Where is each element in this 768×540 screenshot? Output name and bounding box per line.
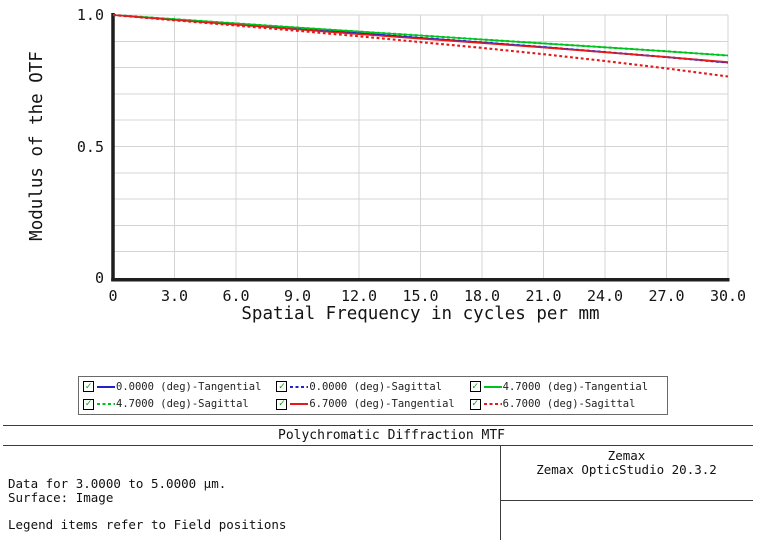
curve-3-dotted [112, 13, 729, 57]
app-name: Zemax [607, 448, 646, 463]
legend-checkbox[interactable]: ✓ [83, 381, 94, 393]
legend-line-sample-dotted [290, 385, 309, 388]
app-version: Zemax OpticStudio 20.3.2 [536, 462, 717, 477]
data-range-text: Data for 3.0000 to 5.0000 µm. [8, 476, 227, 491]
legend-checkbox[interactable]: ✓ [83, 398, 94, 410]
legend-item-label: 6.7000 (deg)-Sagittal [502, 398, 636, 411]
y-tick-label: 0.5 [76, 137, 104, 156]
x-tick-label: 24.0 [586, 287, 624, 305]
legend-item: ✓ 6.7000 (deg)-Tangential [276, 398, 469, 410]
x-tick-label: 30.0 [709, 287, 747, 305]
legend-checkbox[interactable]: ✓ [469, 381, 481, 393]
legend-note-text: Legend items refer to Field positions [8, 517, 287, 532]
x-tick-label: 9.0 [283, 287, 312, 305]
surface-text: Surface: Image [8, 490, 114, 505]
legend-item-label: 0.0000 (deg)-Sagittal [309, 380, 443, 393]
x-tick-label: 21.0 [525, 287, 562, 305]
y-axis-label: Modulus of the OTF [27, 51, 47, 241]
legend-item: ✓ 0.0000 (deg)-Sagittal [276, 381, 469, 393]
x-axis-label: Spatial Frequency in cycles per mm [241, 304, 600, 324]
legend-item: ✓ 4.7000 (deg)-Sagittal [83, 398, 276, 410]
legend-line-sample-solid [290, 403, 309, 406]
legend-line-sample-solid [483, 385, 502, 388]
footer-top-rule [3, 424, 753, 426]
x-tick-label: 3.0 [160, 287, 189, 305]
x-tick-label: 18.0 [463, 287, 501, 305]
legend-item: ✓ 4.7000 (deg)-Tangential [469, 380, 663, 393]
footer-title-rule [3, 444, 753, 446]
legend-box: ✓ 0.0000 (deg)-Tangential ✓ 0.0000 (deg)-Sa… [78, 376, 668, 415]
legend-item-label: 4.7000 (deg)-Sagittal [116, 398, 249, 411]
legend-checkbox[interactable]: ✓ [276, 398, 288, 410]
legend-item: ✓ 0.0000 (deg)-Tangential [83, 381, 276, 393]
footer-right-cell-rule [500, 500, 753, 501]
legend-checkbox[interactable]: ✓ [469, 398, 481, 410]
legend-line-sample-dotted [483, 403, 502, 406]
x-tick-label: 27.0 [648, 287, 685, 305]
legend-line-sample-solid [97, 385, 115, 388]
footer-column-divider [500, 445, 501, 540]
curve-5-dotted [112, 13, 729, 78]
legend-item-label: 4.7000 (deg)-Tangential [502, 380, 649, 393]
x-tick-label: 6.0 [222, 287, 250, 305]
legend-item-label: 6.7000 (deg)-Tangential [309, 398, 455, 411]
x-tick-label: 15.0 [402, 287, 439, 305]
x-tick-label: 12.0 [340, 287, 378, 305]
y-tick-label: 1.0 [76, 6, 104, 24]
y-tick-label: 0 [94, 269, 104, 287]
legend-line-sample-dotted [97, 403, 115, 406]
legend-item: ✓ 6.7000 (deg)-Sagittal [469, 398, 663, 411]
x-tick-label: 0 [108, 287, 118, 305]
chart-title: Polychromatic Diffraction MTF [278, 428, 505, 443]
legend-item-label: 0.0000 (deg)-Tangential [116, 380, 262, 393]
mtf-plot-canvas [111, 13, 730, 282]
legend-checkbox[interactable]: ✓ [276, 381, 288, 393]
